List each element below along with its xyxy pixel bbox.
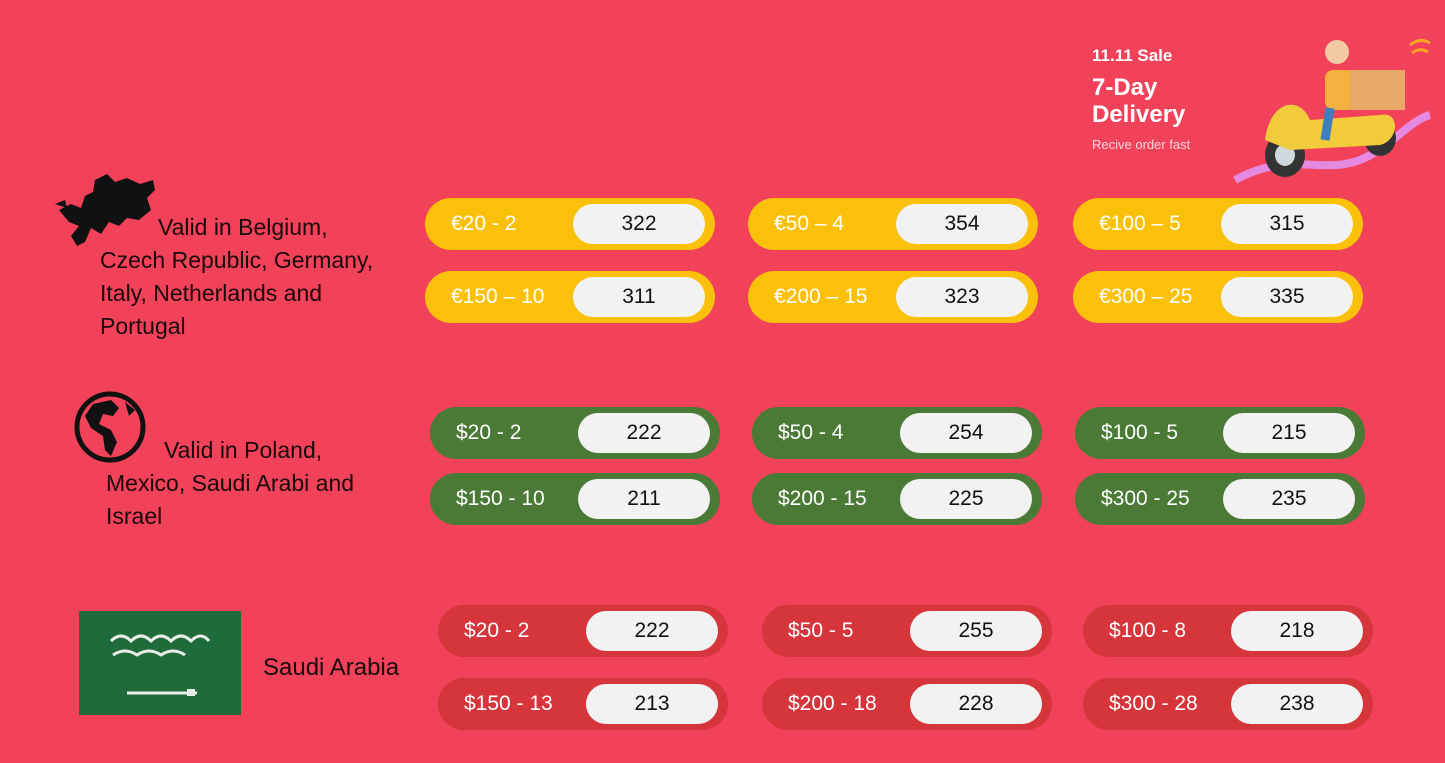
coupon-code[interactable]: 354 bbox=[896, 204, 1028, 244]
region-text-global: Valid in Poland, Mexico, Saudi Arabi and… bbox=[106, 434, 354, 533]
region-text-europe: Valid in Belgium, Czech Republic, German… bbox=[100, 211, 373, 343]
coupon-code[interactable]: 228 bbox=[910, 684, 1042, 724]
coupon-amount: $300 - 28 bbox=[1109, 692, 1198, 715]
coupon-code[interactable]: 315 bbox=[1221, 204, 1353, 244]
coupon-pill[interactable]: $200 - 18 228 bbox=[762, 678, 1052, 730]
delivery-scooter-icon bbox=[1233, 38, 1432, 184]
coupon-amount: $100 - 8 bbox=[1109, 619, 1187, 642]
saudi-flag-icon bbox=[79, 611, 241, 715]
coupon-pill[interactable]: €20 - 2 322 bbox=[425, 198, 715, 250]
coupon-pill[interactable]: €150 – 10 311 bbox=[425, 271, 715, 323]
coupon-amount: $150 - 10 bbox=[456, 487, 545, 510]
coupon-pill[interactable]: $300 - 25 235 bbox=[1075, 473, 1365, 525]
europe-map-icon bbox=[55, 174, 155, 246]
coupon-pill[interactable]: €300 – 25 335 bbox=[1073, 271, 1363, 323]
coupon-code[interactable]: 322 bbox=[573, 204, 705, 244]
coupon-pill[interactable]: $300 - 28 238 bbox=[1083, 678, 1373, 730]
coupon-code[interactable]: 213 bbox=[586, 684, 718, 724]
region-line: Czech Republic, Germany, bbox=[100, 247, 374, 273]
coupon-pill[interactable]: €50 – 4 354 bbox=[748, 198, 1038, 250]
coupon-code[interactable]: 211 bbox=[578, 479, 710, 519]
coupon-pill[interactable]: $50 - 4 254 bbox=[752, 407, 1042, 459]
coupon-amount: $20 - 2 bbox=[464, 619, 530, 642]
coupon-pill[interactable]: $100 - 8 218 bbox=[1083, 605, 1373, 657]
coupon-code[interactable]: 254 bbox=[900, 413, 1032, 453]
coupon-amount: €100 – 5 bbox=[1099, 212, 1181, 235]
region-line: Mexico, Saudi Arabi and bbox=[106, 470, 355, 496]
region-line: Valid in Poland, bbox=[164, 437, 323, 463]
coupon-amount: $200 - 18 bbox=[788, 692, 877, 715]
banner-headline-2: Delivery bbox=[1092, 101, 1186, 128]
coupon-amount: €50 – 4 bbox=[774, 212, 845, 235]
coupon-amount: $20 - 2 bbox=[456, 421, 522, 444]
coupon-pill[interactable]: $200 - 15 225 bbox=[752, 473, 1042, 525]
region-line: Israel bbox=[106, 503, 163, 529]
coupon-code[interactable]: 335 bbox=[1221, 277, 1353, 317]
coupon-pill[interactable]: €200 – 15 323 bbox=[748, 271, 1038, 323]
region-text-saudi: Saudi Arabia bbox=[263, 654, 400, 681]
coupon-pill[interactable]: $20 - 2 222 bbox=[438, 605, 728, 657]
region-line: Valid in Belgium, bbox=[158, 214, 328, 240]
coupon-amount: $300 - 25 bbox=[1101, 487, 1190, 510]
coupon-code[interactable]: 222 bbox=[586, 611, 718, 651]
coupon-amount: €150 – 10 bbox=[451, 285, 545, 308]
coupon-amount: $200 - 15 bbox=[778, 487, 867, 510]
coupon-code[interactable]: 215 bbox=[1223, 413, 1355, 453]
coupon-amount: $100 - 5 bbox=[1101, 421, 1179, 444]
banner-sale: 11.11 Sale bbox=[1092, 46, 1173, 65]
coupon-pill[interactable]: $20 - 2 222 bbox=[430, 407, 720, 459]
coupon-pill[interactable]: $50 - 5 255 bbox=[762, 605, 1052, 657]
coupon-amount: €200 – 15 bbox=[774, 285, 868, 308]
coupon-amount: €20 - 2 bbox=[451, 212, 517, 235]
coupon-code[interactable]: 222 bbox=[578, 413, 710, 453]
coupon-code[interactable]: 238 bbox=[1231, 684, 1363, 724]
coupon-code[interactable]: 323 bbox=[896, 277, 1028, 317]
coupon-code[interactable]: 218 bbox=[1231, 611, 1363, 651]
globe-americas-icon bbox=[74, 391, 146, 463]
region-line: Italy, Netherlands and bbox=[100, 280, 323, 306]
coupon-code[interactable]: 311 bbox=[573, 277, 705, 317]
coupon-pill[interactable]: €100 – 5 315 bbox=[1073, 198, 1363, 250]
coupon-pill[interactable]: $150 - 13 213 bbox=[438, 678, 728, 730]
coupon-amount: €300 – 25 bbox=[1099, 285, 1193, 308]
banner-headline-1: 7-Day bbox=[1092, 74, 1158, 101]
coupon-code[interactable]: 255 bbox=[910, 611, 1042, 651]
region-line: Portugal bbox=[100, 313, 186, 339]
coupon-amount: $50 - 4 bbox=[778, 421, 844, 444]
coupon-pill[interactable]: $150 - 10 211 bbox=[430, 473, 720, 525]
banner-subtitle: Recive order fast bbox=[1092, 137, 1191, 152]
coupon-amount: $150 - 13 bbox=[464, 692, 553, 715]
coupon-code[interactable]: 235 bbox=[1223, 479, 1355, 519]
coupon-code[interactable]: 225 bbox=[900, 479, 1032, 519]
coupon-pill[interactable]: $100 - 5 215 bbox=[1075, 407, 1365, 459]
coupon-amount: $50 - 5 bbox=[788, 619, 854, 642]
